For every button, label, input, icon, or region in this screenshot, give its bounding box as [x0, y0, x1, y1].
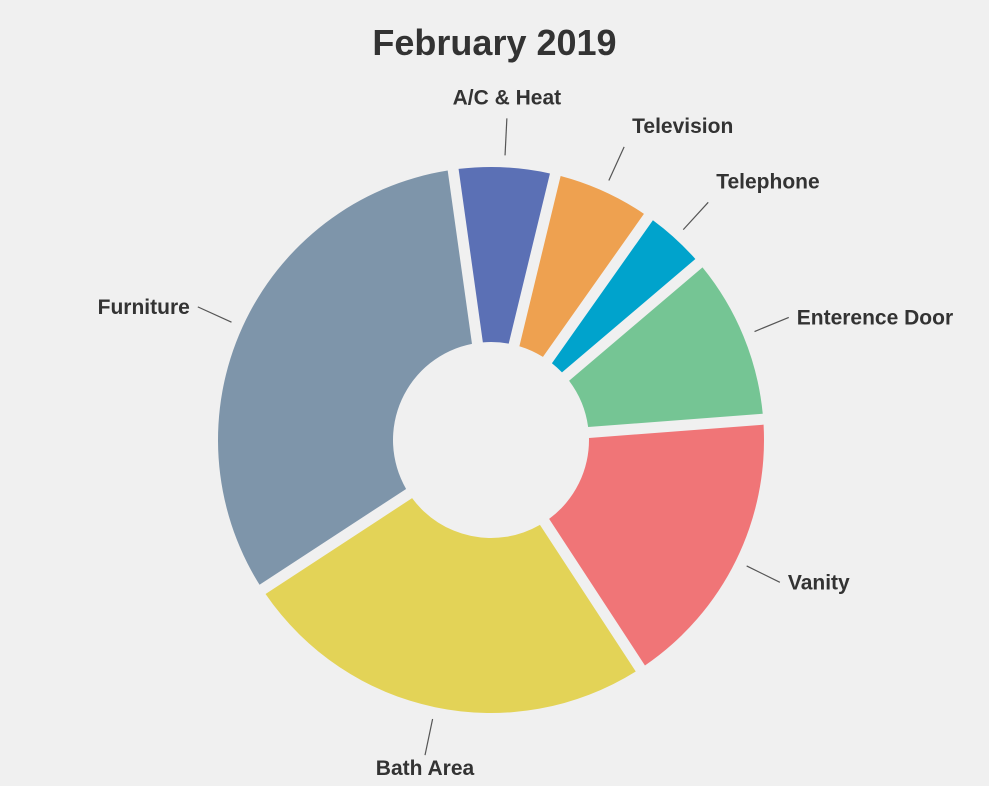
slice-furniture	[218, 170, 472, 585]
slice-label-furniture: Furniture	[98, 296, 190, 319]
labels-layer: A/C & Heat Television Telephone Enterence D…	[98, 86, 953, 780]
leader-line-telephone	[682, 201, 709, 231]
leader-line-television	[608, 146, 625, 181]
leader-line-bath-area	[424, 718, 434, 756]
chart-title: February 2019	[372, 22, 617, 63]
slice-a-c-heat	[458, 166, 550, 344]
slices-layer	[218, 166, 765, 713]
slice-label-vanity: Vanity	[788, 571, 850, 594]
leader-line-enterence-door	[754, 316, 789, 333]
slice-vanity	[549, 424, 765, 666]
slice-enterence-door	[569, 267, 763, 428]
slice-bath-area	[265, 498, 636, 713]
slice-label-enterence-door: Enterence Door	[797, 306, 953, 329]
slice-label-television: Television	[632, 115, 733, 138]
slice-label-a-c-heat: A/C & Heat	[453, 86, 562, 109]
slice-label-telephone: Telephone	[716, 170, 819, 193]
slice-television	[519, 176, 644, 357]
leader-line-vanity	[746, 565, 781, 583]
slice-telephone	[551, 220, 696, 373]
leader-line-furniture	[197, 306, 232, 323]
leader-line-a-c-heat	[504, 118, 508, 156]
slice-label-bath-area: Bath Area	[376, 757, 475, 780]
